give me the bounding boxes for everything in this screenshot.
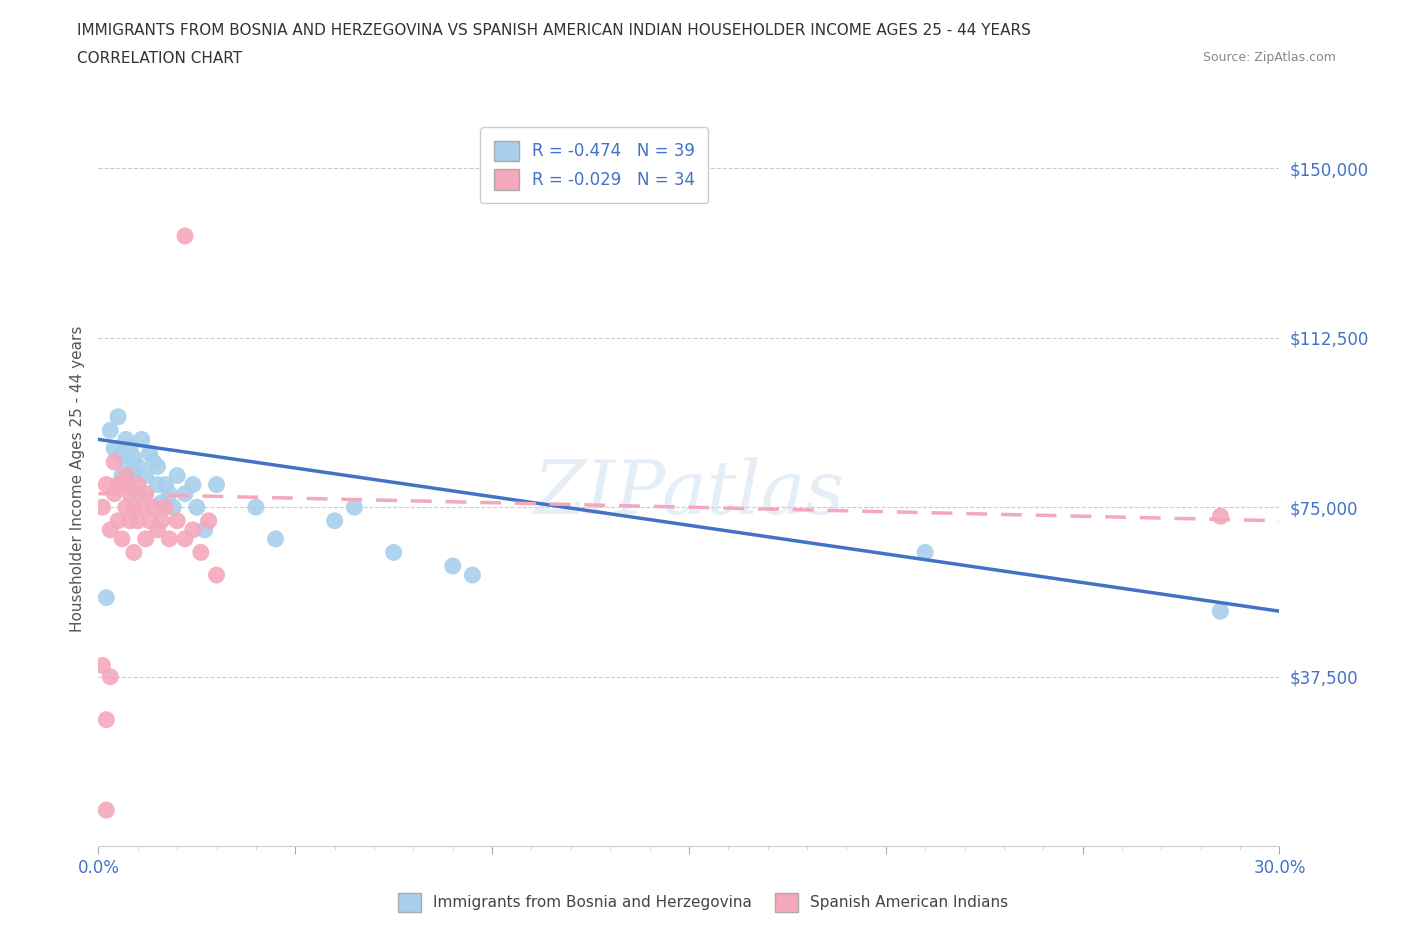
Point bbox=[146, 477, 169, 492]
Point bbox=[135, 468, 157, 483]
Point bbox=[127, 513, 149, 528]
Point bbox=[131, 499, 153, 514]
Point bbox=[186, 499, 208, 514]
Point bbox=[91, 499, 114, 514]
Legend: Immigrants from Bosnia and Herzegovina, Spanish American Indians: Immigrants from Bosnia and Herzegovina, … bbox=[392, 887, 1014, 918]
Point bbox=[122, 450, 145, 465]
Point bbox=[98, 523, 121, 538]
Point bbox=[162, 499, 184, 514]
Point bbox=[118, 486, 141, 501]
Point bbox=[146, 523, 169, 538]
Point bbox=[441, 559, 464, 574]
Point bbox=[107, 513, 129, 528]
Point bbox=[323, 513, 346, 528]
Point bbox=[115, 468, 138, 483]
Point bbox=[181, 523, 204, 538]
Point bbox=[111, 468, 134, 483]
Point bbox=[122, 499, 145, 514]
Point bbox=[138, 445, 160, 460]
Point bbox=[107, 409, 129, 424]
Point bbox=[122, 463, 145, 478]
Point bbox=[135, 531, 157, 546]
Point bbox=[190, 545, 212, 560]
Legend: R = -0.474   N = 39, R = -0.029   N = 34: R = -0.474 N = 39, R = -0.029 N = 34 bbox=[481, 127, 709, 203]
Point bbox=[91, 658, 114, 673]
Point bbox=[150, 513, 173, 528]
Point bbox=[197, 513, 219, 528]
Point bbox=[98, 670, 121, 684]
Point bbox=[138, 513, 160, 528]
Point bbox=[103, 455, 125, 470]
Point bbox=[1209, 604, 1232, 618]
Point bbox=[914, 545, 936, 560]
Point bbox=[205, 477, 228, 492]
Point bbox=[111, 477, 134, 492]
Text: Source: ZipAtlas.com: Source: ZipAtlas.com bbox=[1202, 51, 1336, 64]
Point bbox=[264, 531, 287, 546]
Point bbox=[382, 545, 405, 560]
Point bbox=[118, 441, 141, 456]
Point bbox=[115, 432, 138, 446]
Y-axis label: Householder Income Ages 25 - 44 years: Householder Income Ages 25 - 44 years bbox=[69, 326, 84, 632]
Text: CORRELATION CHART: CORRELATION CHART bbox=[77, 51, 242, 66]
Point bbox=[157, 531, 180, 546]
Point bbox=[127, 486, 149, 501]
Point bbox=[181, 477, 204, 492]
Point bbox=[127, 477, 149, 492]
Point bbox=[111, 531, 134, 546]
Point bbox=[205, 567, 228, 582]
Point bbox=[103, 486, 125, 501]
Point bbox=[96, 591, 118, 605]
Point bbox=[343, 499, 366, 514]
Point bbox=[98, 423, 121, 438]
Point bbox=[115, 455, 138, 470]
Text: ZIPatlas: ZIPatlas bbox=[533, 458, 845, 530]
Point bbox=[166, 468, 188, 483]
Point bbox=[155, 499, 177, 514]
Point bbox=[166, 513, 188, 528]
Point bbox=[142, 455, 165, 470]
Point bbox=[122, 545, 145, 560]
Point bbox=[96, 477, 118, 492]
Point bbox=[142, 499, 165, 514]
Point bbox=[1209, 509, 1232, 524]
Point bbox=[127, 459, 149, 474]
Point bbox=[96, 803, 118, 817]
Point bbox=[135, 486, 157, 501]
Text: IMMIGRANTS FROM BOSNIA AND HERZEGOVINA VS SPANISH AMERICAN INDIAN HOUSEHOLDER IN: IMMIGRANTS FROM BOSNIA AND HERZEGOVINA V… bbox=[77, 23, 1031, 38]
Point bbox=[150, 496, 173, 511]
Point bbox=[131, 432, 153, 446]
Point bbox=[103, 441, 125, 456]
Point bbox=[111, 445, 134, 460]
Point bbox=[118, 513, 141, 528]
Point bbox=[146, 459, 169, 474]
Point bbox=[96, 712, 118, 727]
Point bbox=[461, 567, 484, 582]
Point bbox=[107, 477, 129, 492]
Point bbox=[174, 229, 197, 244]
Point bbox=[174, 531, 197, 546]
Point bbox=[155, 477, 177, 492]
Point bbox=[115, 499, 138, 514]
Point bbox=[157, 486, 180, 501]
Point bbox=[174, 486, 197, 501]
Point bbox=[118, 477, 141, 492]
Point bbox=[245, 499, 267, 514]
Point bbox=[194, 523, 217, 538]
